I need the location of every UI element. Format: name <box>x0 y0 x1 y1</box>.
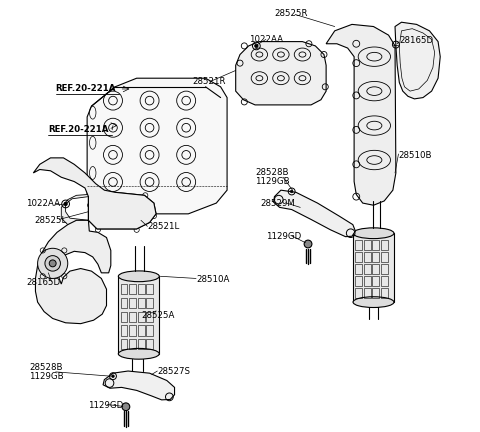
Circle shape <box>64 202 67 206</box>
Polygon shape <box>274 190 355 237</box>
Text: 28165D: 28165D <box>27 278 61 287</box>
Bar <box>372 288 379 298</box>
Bar <box>119 276 159 354</box>
Text: REF.20-221A: REF.20-221A <box>48 125 109 134</box>
Bar <box>129 325 136 336</box>
Text: 28165D: 28165D <box>399 36 433 45</box>
Bar <box>381 264 388 274</box>
Polygon shape <box>103 371 175 400</box>
Text: 1129GD: 1129GD <box>266 232 301 241</box>
Bar <box>372 240 379 250</box>
Bar <box>138 325 144 336</box>
Text: 28510A: 28510A <box>196 275 229 284</box>
Bar <box>355 252 362 262</box>
Bar <box>138 339 144 349</box>
Bar <box>381 276 388 286</box>
Bar <box>364 288 371 298</box>
Bar <box>129 311 136 322</box>
Bar <box>120 339 127 349</box>
Bar <box>372 252 379 262</box>
Circle shape <box>45 256 60 271</box>
Polygon shape <box>33 158 156 324</box>
Bar <box>353 233 394 302</box>
Polygon shape <box>395 22 440 99</box>
Text: 28528B: 28528B <box>255 168 288 178</box>
Bar <box>381 252 388 262</box>
Text: 1022AA: 1022AA <box>249 35 283 44</box>
Bar <box>120 298 127 308</box>
Circle shape <box>255 44 258 48</box>
Bar <box>355 276 362 286</box>
Bar <box>129 339 136 349</box>
Ellipse shape <box>119 271 159 282</box>
Bar <box>364 264 371 274</box>
Text: 28525R: 28525R <box>275 9 308 18</box>
Bar <box>372 264 379 274</box>
Text: REF.20-221A: REF.20-221A <box>56 85 116 93</box>
Bar <box>364 240 371 250</box>
Bar <box>364 276 371 286</box>
Polygon shape <box>61 194 88 227</box>
Bar <box>120 284 127 294</box>
Ellipse shape <box>353 297 394 308</box>
Text: 28525L: 28525L <box>34 216 66 225</box>
Bar <box>355 288 362 298</box>
Bar <box>381 288 388 298</box>
Circle shape <box>290 190 293 193</box>
Text: 1129GB: 1129GB <box>29 372 64 381</box>
Bar <box>364 252 371 262</box>
Bar <box>146 298 153 308</box>
Ellipse shape <box>353 228 394 238</box>
Bar <box>146 339 153 349</box>
Polygon shape <box>88 192 156 229</box>
Bar <box>120 311 127 322</box>
Text: 28521L: 28521L <box>147 222 180 231</box>
Bar <box>146 284 153 294</box>
Bar <box>138 284 144 294</box>
Text: 28529M: 28529M <box>261 199 296 208</box>
Bar <box>146 325 153 336</box>
Text: 28510B: 28510B <box>398 151 432 160</box>
Circle shape <box>122 403 130 411</box>
Polygon shape <box>87 78 227 214</box>
Bar <box>138 298 144 308</box>
Text: 1022AA: 1022AA <box>25 200 60 209</box>
Text: 28527S: 28527S <box>157 366 191 375</box>
Bar <box>372 276 379 286</box>
Bar <box>355 264 362 274</box>
Ellipse shape <box>119 349 159 359</box>
Text: 28528B: 28528B <box>29 363 62 372</box>
Bar <box>146 311 153 322</box>
Text: 1129GB: 1129GB <box>255 177 290 186</box>
Circle shape <box>112 375 114 378</box>
Bar <box>381 240 388 250</box>
Circle shape <box>304 240 312 248</box>
Polygon shape <box>236 41 326 105</box>
Bar <box>355 240 362 250</box>
Bar <box>120 325 127 336</box>
Polygon shape <box>326 24 396 205</box>
Bar <box>129 298 136 308</box>
Text: 28525A: 28525A <box>141 311 174 320</box>
Circle shape <box>37 248 68 279</box>
Text: 28521R: 28521R <box>192 77 226 86</box>
Circle shape <box>49 260 56 267</box>
Bar <box>138 311 144 322</box>
Bar <box>129 284 136 294</box>
Text: 1129GD: 1129GD <box>88 401 124 410</box>
